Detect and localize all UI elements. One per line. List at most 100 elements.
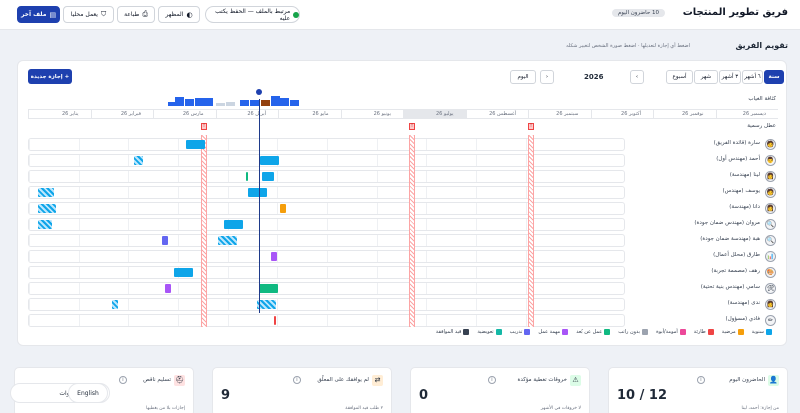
- info-icon[interactable]: i: [293, 376, 301, 384]
- view-3months-button[interactable]: ٣ أشهر: [719, 70, 741, 84]
- holiday-stripe: [409, 135, 415, 327]
- person-name: سارة (قائدة الفريق): [713, 140, 760, 146]
- person-row: 🔍 مروان (مهندس ضمان جودة): [28, 217, 778, 233]
- leave-bar[interactable]: [262, 172, 274, 181]
- prev-button[interactable]: ›: [630, 70, 644, 84]
- leave-bar[interactable]: [260, 156, 279, 165]
- card-subtitle: لا خروقات في الأشهر: [540, 406, 581, 411]
- new-leave-button[interactable]: + إجازة جديدة: [28, 69, 72, 84]
- card-subtitle: من إجازة: أحمد، لينا: [741, 406, 779, 411]
- leave-bar[interactable]: [248, 188, 267, 197]
- timeline-cells[interactable]: [28, 234, 625, 247]
- leave-bar[interactable]: [38, 204, 56, 213]
- today-button[interactable]: اليوم: [510, 70, 536, 84]
- people-rows: 🧑 سارة (قائدة الفريق) 👨 أحمد (مهندس أول)…: [28, 137, 778, 329]
- avatar[interactable]: 🔍: [765, 219, 776, 230]
- leave-bar[interactable]: [165, 284, 171, 293]
- calendar-hint: اضغط أي إجازة لتعديلها · اضغط صورة الشخص…: [566, 43, 690, 49]
- timeline-cells[interactable]: [28, 250, 625, 263]
- other-file-button[interactable]: ▤ ملف آخر: [17, 6, 60, 23]
- calendar-panel: سنة ٦ أشهر ٣ أشهر شهر أسبوع › 2026 ‹ الي…: [17, 60, 787, 346]
- leave-bar[interactable]: [257, 300, 276, 309]
- timeline-cells[interactable]: [28, 154, 625, 167]
- stat-card[interactable]: ⚠ خروقات تغطية مؤكدة i 0 لا خروقات في ال…: [410, 367, 590, 413]
- holiday-marker[interactable]: !: [409, 123, 415, 130]
- view-6months-button[interactable]: ٦ أشهر: [742, 70, 763, 84]
- legend-label: قيد الموافقة: [435, 329, 462, 335]
- info-icon[interactable]: i: [119, 376, 127, 384]
- view-year-button[interactable]: سنة: [764, 70, 784, 84]
- avatar[interactable]: 🔍: [765, 235, 776, 246]
- avatar[interactable]: 🧑: [765, 139, 776, 150]
- leave-bar[interactable]: [38, 220, 52, 229]
- print-button[interactable]: ⎙ طباعة: [117, 6, 155, 23]
- leave-bar[interactable]: [186, 140, 205, 149]
- avatar[interactable]: 🛠: [765, 283, 776, 294]
- leave-bar[interactable]: [162, 236, 168, 245]
- leave-bar[interactable]: [112, 300, 118, 309]
- legend-label: تعويضية: [477, 329, 494, 335]
- holiday-marker[interactable]: !: [528, 123, 534, 130]
- leave-bar[interactable]: [38, 188, 54, 197]
- legend-item: بدون راتب: [618, 329, 649, 335]
- person-row: 👩 دانا (مهندسة): [28, 201, 778, 217]
- view-month-button[interactable]: شهر: [694, 70, 718, 84]
- info-icon[interactable]: i: [697, 376, 705, 384]
- info-icon[interactable]: i: [488, 376, 496, 384]
- avatar[interactable]: 👩: [765, 299, 776, 310]
- leave-bar[interactable]: [174, 268, 193, 277]
- person-name: ندى (مهندسة): [727, 300, 760, 306]
- month-label: أبريل 26: [215, 110, 279, 118]
- holiday-marker[interactable]: !: [201, 123, 207, 130]
- timeline-cells[interactable]: [28, 138, 625, 151]
- month-label: يناير 26: [28, 110, 91, 118]
- leave-bar[interactable]: [271, 252, 277, 261]
- timeline-cells[interactable]: [28, 298, 625, 311]
- timeline-cells[interactable]: [28, 202, 625, 215]
- appearance-button[interactable]: ◐ المظهر: [158, 6, 200, 23]
- month-label: مارس 26: [153, 110, 216, 118]
- leave-bar[interactable]: [134, 156, 143, 165]
- view-week-button[interactable]: أسبوع: [666, 70, 693, 84]
- avatar[interactable]: 👩: [765, 203, 776, 214]
- leave-bar[interactable]: [218, 236, 237, 245]
- legend-swatch: [737, 329, 744, 335]
- avatar[interactable]: 📊: [765, 251, 776, 262]
- person-name: لينا (مهندسة): [729, 172, 760, 178]
- legend-item: سنوية: [752, 329, 772, 335]
- avatar[interactable]: 👩: [765, 171, 776, 182]
- month-label: فبراير 26: [90, 110, 154, 118]
- leave-bar[interactable]: [274, 316, 276, 325]
- timeline-cells[interactable]: [28, 266, 625, 279]
- work-locally-button[interactable]: ⛉ يعمل محليا: [63, 6, 114, 23]
- leave-bar[interactable]: [246, 172, 248, 181]
- person-row: 🧑 سارة (قائدة الفريق): [28, 137, 778, 153]
- sync-status[interactable]: مرتبط بالملف — الحفظ يكتب عليه: [205, 6, 300, 23]
- timeline-cells[interactable]: [28, 282, 625, 295]
- leave-bar[interactable]: [259, 284, 278, 293]
- month-label: سبتمبر 26: [528, 110, 591, 118]
- month-label: مايو 26: [278, 110, 341, 118]
- avatar[interactable]: 🎨: [765, 267, 776, 278]
- person-row: 🔍 هبة (مهندسة ضمان جودة): [28, 233, 778, 249]
- month-label: أغسطس 26: [465, 110, 529, 118]
- stat-card[interactable]: 👤 الحاضرون اليوم i 12 / 10 من إجازة: أحم…: [608, 367, 788, 413]
- legend-item: مرضية: [722, 329, 744, 335]
- sync-dot-icon: [293, 11, 299, 18]
- timeline-cells[interactable]: [28, 186, 625, 199]
- top-bar: فريق تطوير المنتجات 10 حاضرون اليوم مرتب…: [0, 0, 800, 30]
- timeline-cells[interactable]: [28, 314, 625, 327]
- avatar[interactable]: ✏: [765, 315, 776, 326]
- person-row: 🧑 يوسف (مهندس): [28, 185, 778, 201]
- avatar[interactable]: 👨: [765, 155, 776, 166]
- next-button[interactable]: ‹: [540, 70, 554, 84]
- calendar-title: تقويم الفريق: [735, 41, 788, 50]
- leave-bar[interactable]: [224, 220, 243, 229]
- stat-card[interactable]: ⇄ لم يوافقك على المعلّق i 9 ٢ طلب قيد ال…: [212, 367, 392, 413]
- avatar[interactable]: 🧑: [765, 187, 776, 198]
- timeline-cells[interactable]: [28, 170, 625, 183]
- timeline-cells[interactable]: [28, 218, 625, 231]
- density-bar: [195, 98, 204, 106]
- language-button[interactable]: English: [68, 383, 108, 403]
- leave-bar[interactable]: [280, 204, 286, 213]
